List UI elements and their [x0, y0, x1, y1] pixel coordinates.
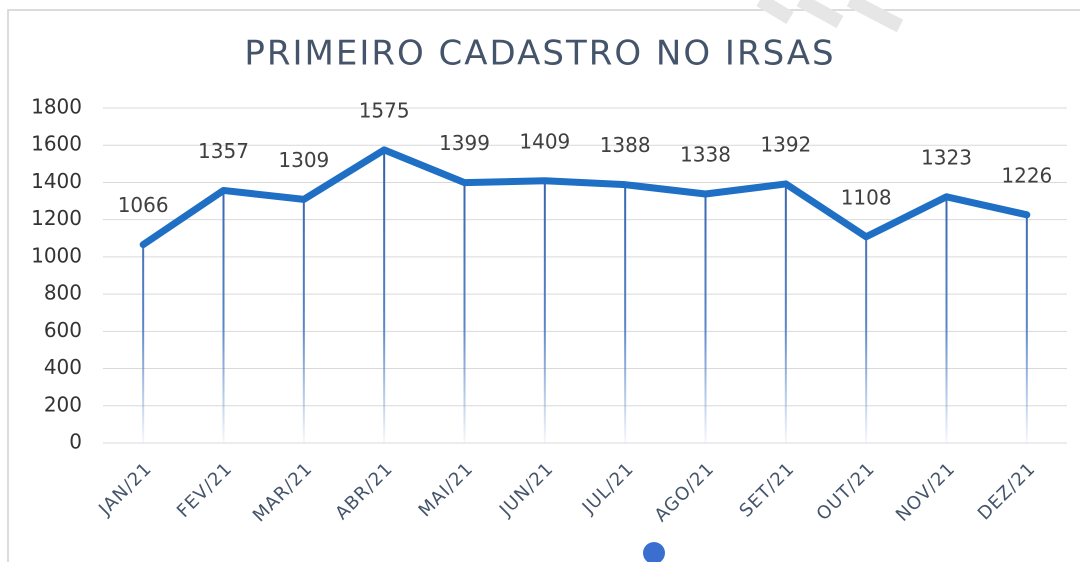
x-tick-label: JAN/21 [94, 458, 156, 520]
data-label: 1392 [760, 132, 811, 156]
y-tick-label: 600 [44, 318, 82, 342]
x-tick-label: OUT/21 [813, 458, 880, 525]
decoration-dot [643, 542, 665, 564]
data-label: 1323 [921, 145, 972, 169]
line [139, 146, 1031, 249]
x-tick-label: DEZ/21 [974, 458, 1040, 524]
chart-title: PRIMEIRO CADASTRO NO IRSAS [244, 34, 835, 74]
y-tick-label: 800 [44, 281, 82, 305]
y-tick-label: 1000 [31, 243, 82, 267]
data-label: 1226 [1001, 163, 1052, 187]
x-tick-label: JUN/21 [495, 458, 558, 521]
data-label: 1066 [118, 193, 169, 217]
data-label: 1409 [519, 129, 570, 153]
data-label: 1399 [439, 131, 490, 155]
x-tick-label: JUL/21 [578, 458, 638, 518]
x-tick-label: SET/21 [735, 458, 798, 521]
x-tick-label: MAR/21 [249, 458, 317, 526]
y-tick-label: 1200 [31, 206, 82, 230]
data-label: 1388 [600, 133, 651, 157]
y-tick-label: 1600 [31, 132, 82, 156]
data-label: 1108 [841, 185, 892, 209]
x-tick-label: AGO/21 [651, 458, 719, 526]
data-label: 1338 [680, 142, 731, 166]
data-label: 1357 [198, 139, 249, 163]
y-tick-label: 0 [69, 430, 82, 454]
data-label: 1309 [278, 148, 329, 172]
x-tick-label: NOV/21 [892, 458, 960, 526]
y-tick-label: 1400 [31, 169, 82, 193]
y-tick-label: 1800 [31, 95, 82, 119]
x-tick-label: ABR/21 [331, 458, 397, 524]
chart-frame [7, 9, 1080, 562]
x-tick-label: FEV/21 [173, 458, 237, 522]
decoration [756, 0, 904, 33]
y-tick-label: 400 [44, 355, 82, 379]
data-label: 1575 [359, 98, 410, 122]
y-tick-label: 200 [44, 392, 82, 416]
x-tick-label: MAI/21 [415, 458, 478, 521]
